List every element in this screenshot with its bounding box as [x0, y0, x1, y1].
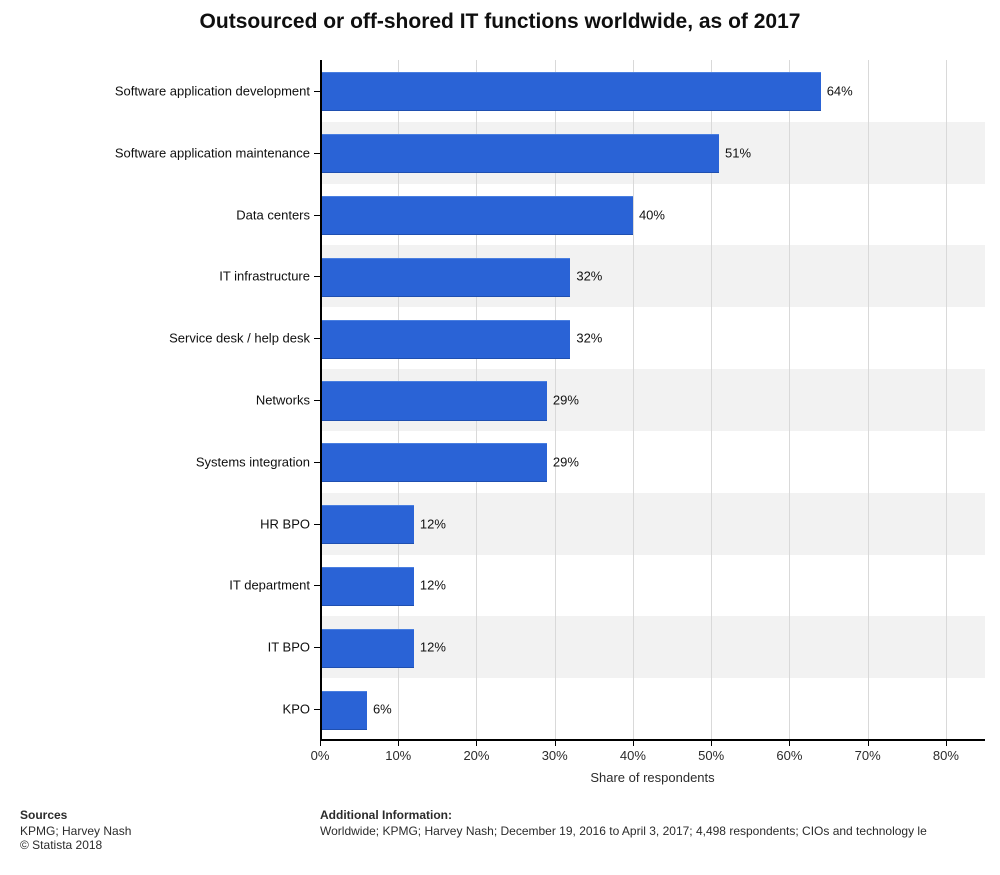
- gridline: [946, 60, 947, 740]
- bar-value-label: 12%: [420, 578, 446, 593]
- x-tick-label: 40%: [620, 748, 646, 763]
- x-tick: [476, 740, 477, 746]
- x-tick: [320, 740, 321, 746]
- chart-container: Outsourced or off-shored IT functions wo…: [0, 0, 1000, 875]
- bar: [320, 196, 633, 235]
- y-tick-label: Service desk / help desk: [169, 331, 310, 346]
- y-tick-label: IT department: [229, 578, 310, 593]
- bar: [320, 134, 719, 173]
- y-tick-label: IT infrastructure: [219, 269, 310, 284]
- gridline: [868, 60, 869, 740]
- bar-value-label: 29%: [553, 454, 579, 469]
- y-tick: [314, 91, 320, 92]
- bar-value-label: 32%: [576, 331, 602, 346]
- sources-heading: Sources: [20, 808, 131, 822]
- chart-footer: Sources KPMG; Harvey Nash © Statista 201…: [20, 808, 1000, 863]
- y-axis-labels: Software application development Software…: [0, 60, 320, 740]
- bar-value-label: 12%: [420, 516, 446, 531]
- bar-value-label: 51%: [725, 145, 751, 160]
- y-tick: [314, 462, 320, 463]
- bar: [320, 320, 570, 359]
- gridline: [789, 60, 790, 740]
- x-tick: [398, 740, 399, 746]
- y-tick: [314, 524, 320, 525]
- bar: [320, 567, 414, 606]
- bar-value-label: 32%: [576, 269, 602, 284]
- y-tick-label: IT BPO: [268, 640, 310, 655]
- x-axis-labels: 0%10%20%30%40%50%60%70%80%: [320, 748, 985, 768]
- y-tick-label: KPO: [283, 702, 310, 717]
- y-tick-label: Software application development: [115, 83, 310, 98]
- x-tick-label: 10%: [385, 748, 411, 763]
- y-tick-label: Software application maintenance: [115, 145, 310, 160]
- x-tick-label: 80%: [933, 748, 959, 763]
- x-tick: [868, 740, 869, 746]
- bar: [320, 72, 821, 111]
- y-axis-line: [320, 60, 322, 740]
- x-tick: [789, 740, 790, 746]
- x-tick: [633, 740, 634, 746]
- x-axis-line: [320, 739, 985, 741]
- x-axis-title: Share of respondents: [320, 770, 985, 785]
- x-tick-label: 0%: [311, 748, 330, 763]
- bar: [320, 629, 414, 668]
- y-tick: [314, 338, 320, 339]
- bar-value-label: 12%: [420, 640, 446, 655]
- y-tick: [314, 647, 320, 648]
- y-tick: [314, 153, 320, 154]
- chart-title: Outsourced or off-shored IT functions wo…: [0, 10, 1000, 34]
- bar: [320, 258, 570, 297]
- x-tick-label: 20%: [463, 748, 489, 763]
- additional-info-heading: Additional Information:: [320, 808, 927, 822]
- x-tick: [711, 740, 712, 746]
- y-tick: [314, 709, 320, 710]
- y-tick-label: Data centers: [236, 207, 310, 222]
- bar: [320, 691, 367, 730]
- x-tick-label: 60%: [776, 748, 802, 763]
- y-tick: [314, 585, 320, 586]
- bar: [320, 443, 547, 482]
- bar-value-label: 40%: [639, 207, 665, 222]
- bar: [320, 381, 547, 420]
- y-tick-label: Networks: [256, 393, 310, 408]
- x-tick: [946, 740, 947, 746]
- bar-value-label: 29%: [553, 393, 579, 408]
- y-tick-label: HR BPO: [260, 516, 310, 531]
- x-tick-label: 50%: [698, 748, 724, 763]
- y-tick: [314, 400, 320, 401]
- x-tick-label: 70%: [855, 748, 881, 763]
- y-tick-label: Systems integration: [196, 454, 310, 469]
- bar-value-label: 64%: [827, 83, 853, 98]
- plot-area: 64% 51% 40% 32% 32% 29% 29% 12% 12% 12% 6%: [320, 60, 985, 740]
- x-tick-label: 30%: [542, 748, 568, 763]
- sources-line: © Statista 2018: [20, 838, 131, 852]
- y-tick: [314, 276, 320, 277]
- y-tick: [314, 215, 320, 216]
- x-tick: [555, 740, 556, 746]
- bar-value-label: 6%: [373, 702, 392, 717]
- sources-line: KPMG; Harvey Nash: [20, 824, 131, 838]
- additional-info-text: Worldwide; KPMG; Harvey Nash; December 1…: [320, 824, 927, 838]
- bar: [320, 505, 414, 544]
